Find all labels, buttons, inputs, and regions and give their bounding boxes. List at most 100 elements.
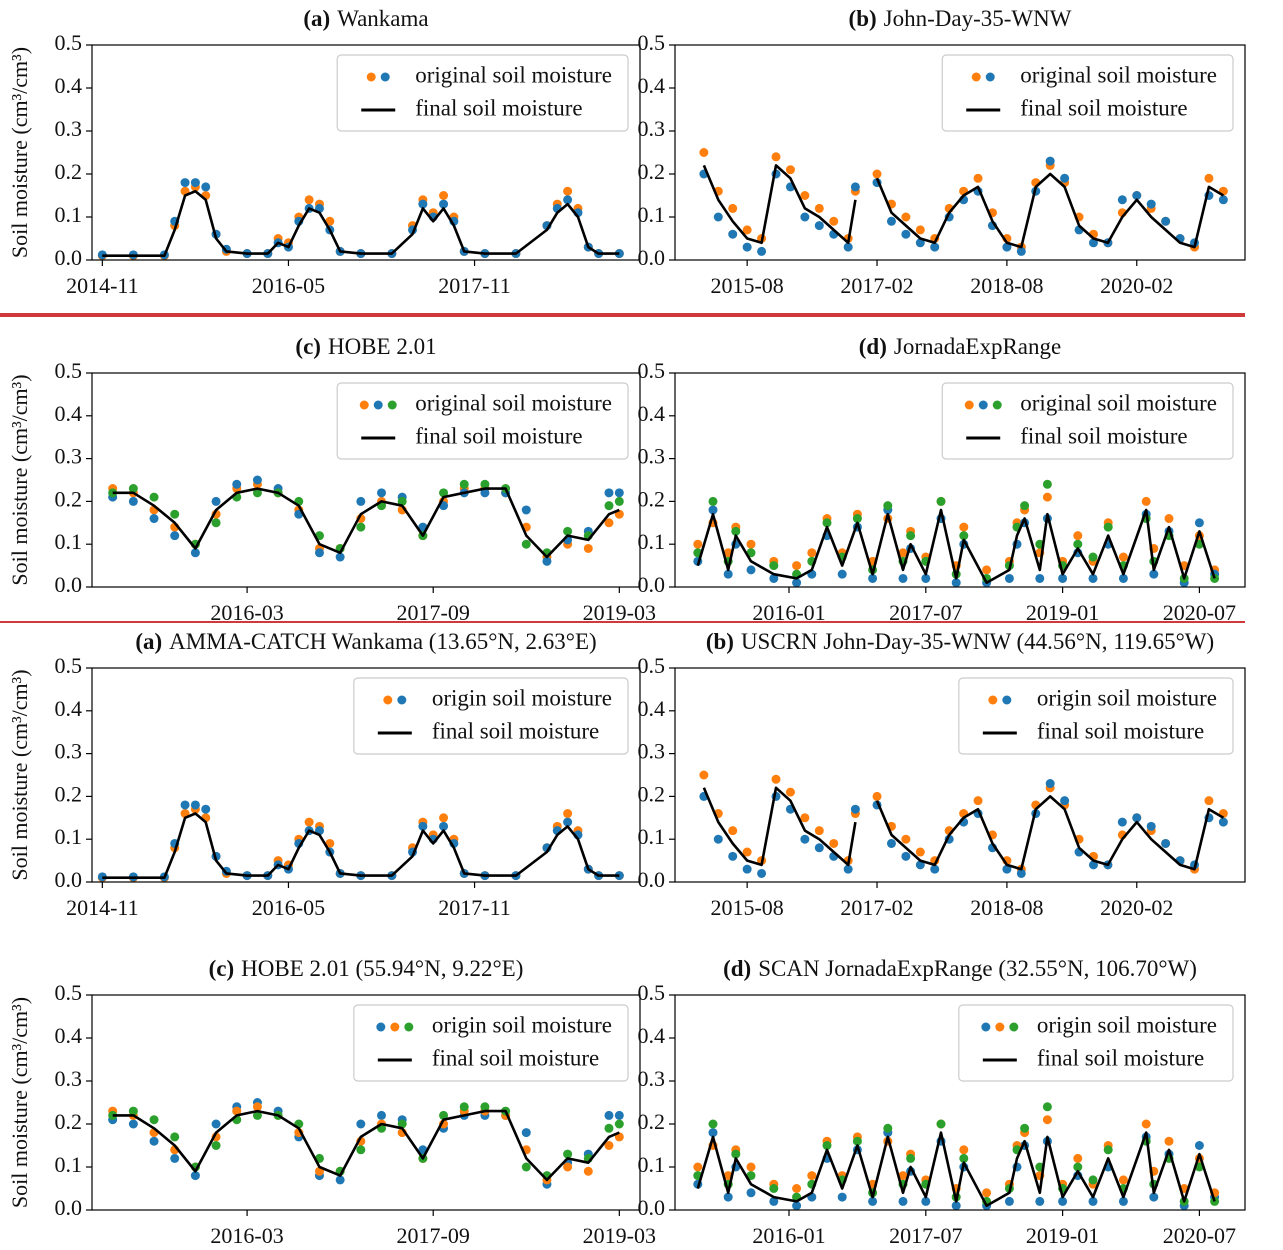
data-point: [814, 826, 824, 836]
legend-marker: [397, 695, 407, 705]
data-point: [1118, 1175, 1128, 1185]
data-point: [708, 1119, 718, 1129]
data-point: [1060, 173, 1070, 183]
panel-title-text: USCRN John-Day-35-WNW (44.56°N, 119.65°W…: [741, 629, 1214, 654]
x-tick-label: 2020-07: [1163, 600, 1236, 625]
data-point: [728, 203, 738, 213]
data-point: [982, 565, 992, 575]
data-point: [1004, 573, 1014, 583]
axes-frame: [91, 44, 641, 261]
data-point: [252, 1102, 262, 1112]
data-point: [800, 834, 810, 844]
data-point: [201, 804, 211, 814]
y-tick-label: 0.4: [55, 696, 83, 721]
legend-marker: [978, 400, 988, 410]
data-point: [604, 1110, 614, 1120]
data-point: [377, 1110, 387, 1120]
y-tick-label: 0.5: [55, 980, 83, 1005]
data-point: [180, 800, 190, 810]
data-point: [1132, 191, 1142, 200]
axes-frame: [91, 372, 641, 588]
y-tick-label: 0.5: [638, 30, 666, 55]
data-point: [1218, 195, 1228, 205]
legend-label: final soil moisture: [415, 95, 582, 120]
legend-marker: [988, 695, 998, 705]
x-tick-label: 2016-03: [210, 600, 283, 625]
legend-label: original soil moisture: [1020, 390, 1217, 415]
data-point: [930, 242, 940, 252]
legend-marker: [1009, 1022, 1019, 1032]
data-point: [128, 1106, 138, 1116]
data-point: [800, 191, 810, 200]
data-point: [708, 496, 718, 506]
data-point: [723, 569, 733, 579]
data-point: [901, 834, 911, 844]
data-point: [757, 246, 767, 256]
data-point: [1103, 1145, 1113, 1155]
data-point: [252, 1110, 262, 1120]
y-tick-label: 0.3: [55, 116, 83, 141]
data-point: [201, 182, 211, 192]
data-point: [149, 492, 159, 502]
panel-title: (c) HOBE 2.01 (55.94°N, 9.22°E): [209, 956, 524, 981]
y-tick-label: 0.1: [55, 1152, 83, 1177]
y-tick-label: 0.3: [638, 1066, 666, 1091]
data-point: [1146, 821, 1156, 831]
data-point: [190, 178, 200, 188]
data-point: [973, 173, 983, 183]
legend-box: [353, 677, 629, 755]
data-point: [439, 488, 449, 498]
plot-area: [699, 770, 1228, 878]
data-point: [1058, 573, 1068, 583]
y-tick-label: 0.1: [638, 1152, 666, 1177]
data-point: [563, 817, 573, 827]
data-point: [439, 191, 449, 200]
data-point: [850, 804, 860, 814]
legend-label: origin soil moisture: [432, 685, 612, 710]
data-point: [1088, 860, 1098, 870]
y-tick-label: 0.1: [55, 202, 83, 227]
panel: (d) JornadaExpRange 0.0 0.1 0.2 0.3 0.4 0.5 2016…: [638, 334, 1246, 625]
plot-area: [108, 1098, 624, 1189]
legend-label: final soil moisture: [1020, 95, 1187, 120]
data-point: [1103, 522, 1113, 532]
data-point: [439, 1110, 449, 1120]
data-point: [872, 791, 882, 801]
data-point: [771, 152, 781, 162]
data-point: [108, 1110, 118, 1120]
data-point: [439, 813, 449, 823]
legend-label: origin soil moisture: [1037, 1012, 1217, 1037]
legend-marker: [373, 400, 383, 410]
data-point: [480, 479, 490, 489]
panel-title-text: JornadaExpRange: [894, 334, 1061, 359]
y-tick-label: 0.0: [55, 572, 83, 597]
panel: (c) HOBE 2.01 (55.94°N, 9.22°E) Soil moist…: [7, 956, 656, 1248]
data-point: [604, 518, 614, 528]
data-line: [112, 1109, 620, 1182]
legend: origin soil moisture final soil moisture: [958, 1004, 1234, 1082]
plot-area: [97, 800, 624, 883]
data-point: [1042, 1102, 1052, 1112]
data-point: [1020, 1123, 1030, 1133]
x-tick-label: 2018-08: [970, 895, 1043, 920]
legend: origin soil moisture final soil moisture: [353, 1004, 629, 1082]
data-point: [1088, 238, 1098, 248]
legend-label: final soil moisture: [415, 423, 582, 448]
data-point: [521, 539, 531, 549]
data-point: [792, 561, 802, 571]
data-point: [829, 838, 839, 848]
data-point: [769, 1184, 779, 1193]
legend-label: final soil moisture: [1037, 1045, 1204, 1070]
data-point: [814, 203, 824, 213]
data-point: [480, 488, 490, 498]
data-point: [731, 1149, 741, 1159]
data-point: [785, 787, 795, 797]
legend-marker: [380, 72, 390, 82]
data-point: [614, 249, 624, 259]
data-point: [459, 479, 469, 489]
legend-label: original soil moisture: [1020, 62, 1217, 87]
data-point: [1210, 573, 1220, 583]
data-point: [843, 242, 853, 252]
legend-label: original soil moisture: [415, 62, 612, 87]
data-point: [901, 851, 911, 861]
